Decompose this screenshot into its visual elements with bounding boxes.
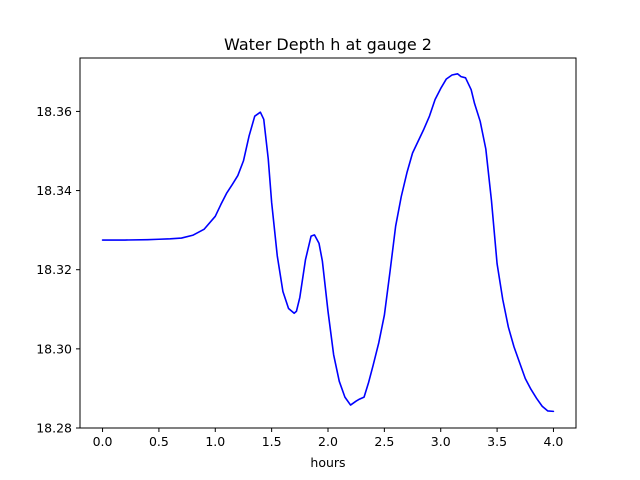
- y-tick-label: 18.32: [36, 262, 72, 277]
- y-tick-label: 18.30: [36, 341, 72, 356]
- x-axis: 0.0 0.5 1.0 1.5 2.0 2.5 3.0 3.5 4.0: [93, 428, 564, 449]
- x-tick-label: 4.0: [544, 434, 564, 449]
- y-tick-label: 18.36: [36, 104, 72, 119]
- x-tick-label: 0.0: [93, 434, 113, 449]
- x-tick-label: 2.5: [374, 434, 394, 449]
- y-tick-label: 18.28: [36, 421, 72, 436]
- y-axis: 18.28 18.30 18.32 18.34 18.36: [36, 104, 80, 436]
- x-tick-label: 2.0: [318, 434, 338, 449]
- x-tick-label: 0.5: [149, 434, 169, 449]
- y-tick-label: 18.34: [36, 183, 72, 198]
- x-tick-label: 3.0: [431, 434, 451, 449]
- x-tick-label: 1.5: [262, 434, 282, 449]
- plot-area: [101, 73, 555, 413]
- x-tick-label: 3.5: [487, 434, 507, 449]
- chart-title: Water Depth h at gauge 2: [224, 35, 432, 54]
- series-line-0: [101, 73, 555, 413]
- x-tick-label: 1.0: [205, 434, 225, 449]
- x-axis-label: hours: [310, 455, 345, 470]
